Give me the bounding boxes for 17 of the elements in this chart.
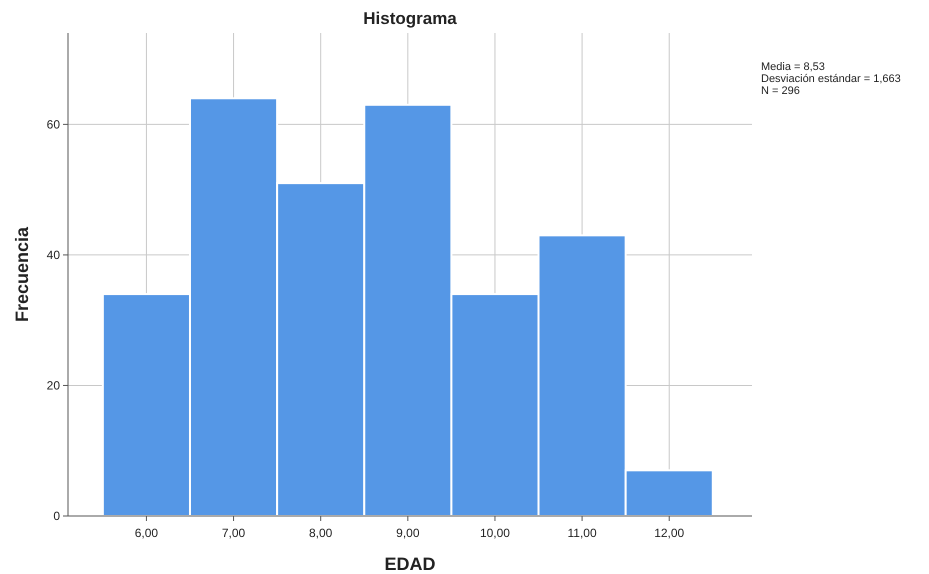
text: Desviación estándar = 1,663 xyxy=(761,73,901,85)
x-axis-title: EDAD xyxy=(384,554,436,574)
y-axis-title: Frecuencia xyxy=(12,226,32,322)
y-tick-label: 60 xyxy=(46,117,60,132)
x-tick-label: 8,00 xyxy=(309,526,333,540)
y-tick-label: 40 xyxy=(46,248,60,262)
text: Media = 8,53 xyxy=(761,61,825,73)
x-tick-label: 9,00 xyxy=(396,526,420,540)
x-tick-label: 11,00 xyxy=(568,526,597,540)
y-tick-label: 20 xyxy=(46,378,60,392)
y-tick-label: 0 xyxy=(53,509,60,523)
chart-title: Histograma xyxy=(363,9,458,28)
x-tick-label: 10,00 xyxy=(480,526,510,540)
x-tick-label: 12,00 xyxy=(654,526,685,540)
x-tick-label: 6,00 xyxy=(134,526,158,540)
x-tick-label: 7,00 xyxy=(222,526,246,540)
text: N = 296 xyxy=(761,85,800,97)
